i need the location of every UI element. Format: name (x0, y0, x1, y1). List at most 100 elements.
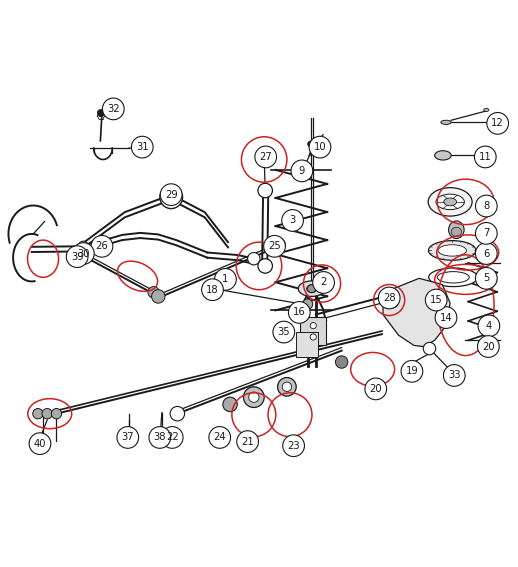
Text: 10: 10 (313, 142, 326, 152)
Circle shape (51, 408, 62, 419)
Text: 21: 21 (241, 437, 254, 447)
Text: 30: 30 (77, 248, 90, 259)
Text: 25: 25 (268, 242, 281, 251)
Circle shape (273, 321, 295, 343)
Circle shape (258, 259, 272, 273)
Ellipse shape (436, 194, 464, 210)
Ellipse shape (429, 268, 478, 286)
Bar (300, 317, 326, 345)
Text: 5: 5 (483, 273, 490, 284)
Circle shape (77, 248, 90, 262)
Circle shape (443, 365, 465, 386)
Circle shape (386, 295, 398, 308)
Circle shape (264, 235, 285, 257)
Circle shape (78, 241, 89, 252)
Bar (296, 332, 318, 357)
Text: 7: 7 (483, 229, 490, 238)
Circle shape (73, 243, 94, 264)
Text: 23: 23 (287, 441, 300, 451)
Circle shape (476, 195, 497, 217)
Circle shape (91, 235, 113, 257)
Circle shape (291, 160, 313, 182)
Circle shape (165, 191, 177, 204)
Text: 40: 40 (34, 439, 46, 448)
Circle shape (152, 290, 165, 303)
Circle shape (289, 302, 310, 323)
Ellipse shape (438, 245, 466, 256)
Text: 20: 20 (482, 341, 495, 352)
Circle shape (283, 435, 305, 456)
Circle shape (309, 136, 331, 158)
Text: 12: 12 (491, 119, 504, 128)
Circle shape (33, 408, 43, 419)
Circle shape (29, 433, 51, 455)
Circle shape (378, 287, 400, 309)
Circle shape (209, 426, 231, 448)
Text: 37: 37 (121, 433, 134, 442)
Circle shape (423, 342, 436, 355)
Circle shape (336, 356, 348, 368)
Circle shape (132, 136, 153, 158)
Text: 35: 35 (278, 327, 290, 337)
Text: 18: 18 (206, 285, 219, 295)
Text: 20: 20 (369, 384, 382, 394)
Circle shape (474, 146, 496, 168)
Circle shape (313, 272, 335, 293)
Text: 31: 31 (136, 142, 149, 152)
Circle shape (170, 407, 184, 421)
Circle shape (401, 361, 423, 382)
Text: 16: 16 (293, 307, 306, 318)
Text: 6: 6 (483, 248, 490, 259)
Circle shape (149, 426, 170, 448)
Circle shape (214, 269, 236, 290)
Circle shape (476, 222, 497, 244)
Text: 27: 27 (260, 152, 272, 162)
Circle shape (243, 387, 264, 408)
Ellipse shape (444, 198, 456, 206)
Circle shape (202, 279, 223, 301)
Circle shape (478, 315, 500, 337)
Circle shape (476, 243, 497, 264)
Ellipse shape (484, 108, 489, 112)
Text: 4: 4 (486, 321, 492, 331)
Text: 26: 26 (96, 242, 108, 251)
Ellipse shape (437, 272, 469, 283)
Text: 33: 33 (448, 370, 461, 380)
Circle shape (162, 426, 183, 448)
Circle shape (308, 141, 314, 147)
Text: 8: 8 (483, 201, 490, 211)
Circle shape (425, 289, 447, 311)
Ellipse shape (451, 227, 462, 236)
Polygon shape (383, 278, 450, 346)
Circle shape (249, 392, 259, 403)
Circle shape (155, 436, 164, 445)
Circle shape (103, 98, 124, 120)
Text: 29: 29 (165, 189, 178, 200)
Circle shape (308, 285, 316, 293)
Ellipse shape (435, 151, 451, 160)
Ellipse shape (298, 281, 325, 297)
Ellipse shape (449, 221, 464, 239)
Circle shape (97, 109, 105, 117)
Circle shape (160, 186, 182, 209)
Circle shape (248, 252, 260, 265)
Circle shape (365, 378, 386, 400)
Text: 24: 24 (213, 433, 226, 442)
Circle shape (278, 378, 296, 396)
Circle shape (117, 426, 139, 448)
Circle shape (487, 112, 509, 134)
Text: 38: 38 (153, 433, 166, 442)
Circle shape (66, 246, 88, 268)
Text: 3: 3 (290, 215, 296, 226)
Circle shape (385, 290, 396, 300)
Circle shape (124, 436, 134, 445)
Text: 11: 11 (479, 152, 492, 162)
Circle shape (303, 299, 313, 310)
Text: 39: 39 (71, 252, 83, 261)
Circle shape (272, 238, 285, 252)
Text: 28: 28 (383, 293, 396, 303)
Circle shape (435, 307, 457, 328)
Circle shape (223, 397, 237, 412)
Circle shape (148, 286, 160, 298)
Ellipse shape (428, 240, 476, 260)
